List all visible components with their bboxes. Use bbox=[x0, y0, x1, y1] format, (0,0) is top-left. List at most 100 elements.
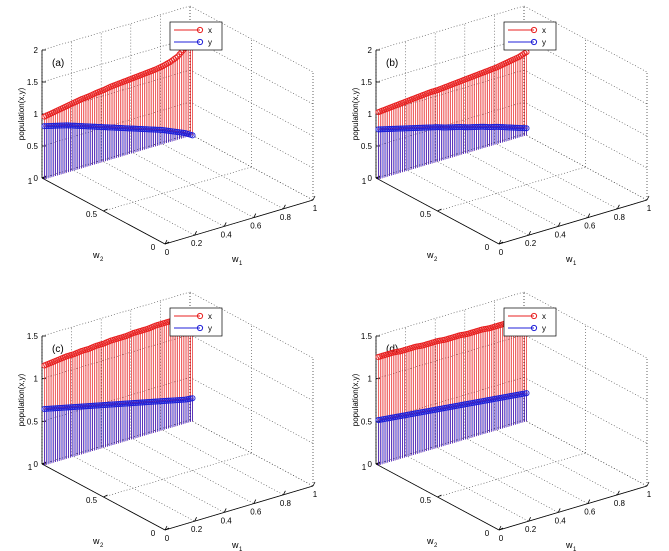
w2-axis-subscript: 2 bbox=[434, 543, 438, 549]
grid-line bbox=[464, 151, 588, 218]
w1-tick bbox=[498, 525, 502, 531]
series-y bbox=[375, 390, 530, 466]
legend-entry-y: y bbox=[542, 324, 546, 333]
w1-axis bbox=[164, 485, 314, 531]
marker-y bbox=[519, 125, 526, 132]
w2-tick bbox=[41, 175, 47, 179]
w1-tick-label: 0.6 bbox=[250, 222, 262, 231]
legend-box bbox=[503, 307, 557, 337]
w1-tick bbox=[587, 213, 591, 218]
z-tick-label: 0 bbox=[34, 460, 39, 469]
w1-tick bbox=[646, 481, 650, 487]
grid-line bbox=[375, 291, 525, 337]
grid-line bbox=[41, 291, 191, 337]
z-tick-label: 1.5 bbox=[361, 78, 373, 87]
marker-y bbox=[189, 132, 196, 139]
z-tick-label: 1.5 bbox=[27, 78, 39, 87]
z-tick-label: 0 bbox=[368, 174, 373, 183]
w2-tick-label: 0 bbox=[485, 243, 490, 252]
w1-axis-label: w bbox=[565, 254, 573, 264]
grid-line bbox=[523, 5, 648, 73]
z-tick-label: 0 bbox=[34, 174, 39, 183]
grid-line bbox=[523, 334, 648, 401]
w2-axis-subscript: 2 bbox=[100, 257, 104, 263]
w1-tick-label: 0.8 bbox=[280, 213, 292, 222]
legend-entry-y: y bbox=[208, 324, 212, 333]
w2-tick-label: 0 bbox=[151, 529, 156, 538]
w1-axis-label: w bbox=[231, 540, 239, 550]
grid-line bbox=[41, 419, 191, 465]
w1-tick-label: 1 bbox=[313, 204, 318, 213]
w2-tick bbox=[375, 461, 381, 465]
legend-marker-x bbox=[196, 26, 204, 34]
legend-marker-x bbox=[530, 26, 538, 34]
legend-marker-y bbox=[530, 324, 538, 332]
z-tick-label: 2 bbox=[368, 46, 373, 55]
w2-tick-label: 0.5 bbox=[420, 210, 432, 219]
w2-axis-label: w bbox=[92, 536, 100, 546]
w1-axis-subscript: 1 bbox=[239, 547, 243, 551]
w2-tick-label: 0.5 bbox=[86, 496, 98, 505]
z-axis-label: population(x,y) bbox=[17, 373, 26, 426]
grid-line bbox=[41, 133, 191, 179]
w1-tick bbox=[223, 508, 227, 513]
w2-tick bbox=[437, 494, 442, 498]
w1-tick bbox=[194, 517, 197, 522]
w1-tick-label: 0.8 bbox=[614, 499, 626, 508]
marker-y bbox=[523, 125, 530, 132]
marker-y bbox=[189, 395, 196, 402]
w2-tick-label: 0.5 bbox=[86, 210, 98, 219]
marker-y bbox=[523, 390, 530, 397]
w1-tick bbox=[164, 239, 168, 245]
z-axis-label: population(x,y) bbox=[351, 87, 360, 140]
legend-entry-x: x bbox=[208, 26, 212, 35]
w1-tick bbox=[164, 525, 168, 531]
z-tick-label: 0.5 bbox=[27, 417, 39, 426]
w2-tick-label: 1 bbox=[362, 177, 367, 186]
grid-line bbox=[41, 419, 191, 465]
w2-tick-label: 0 bbox=[151, 243, 156, 252]
grid-line bbox=[375, 133, 525, 179]
legend-marker-y bbox=[196, 324, 204, 332]
grid-line bbox=[41, 133, 191, 179]
w1-axis bbox=[164, 199, 314, 245]
w1-tick bbox=[283, 490, 286, 495]
grid-line bbox=[464, 437, 588, 504]
z-tick-label: 1 bbox=[34, 110, 39, 119]
w1-tick-label: 0.4 bbox=[221, 516, 233, 525]
legend-entry-y: y bbox=[208, 38, 212, 47]
w2-tick bbox=[164, 241, 170, 245]
w1-tick bbox=[587, 499, 591, 504]
grid-line bbox=[375, 133, 525, 179]
w1-tick-label: 0.6 bbox=[250, 508, 262, 517]
w2-axis-subscript: 2 bbox=[434, 257, 438, 263]
grid-line bbox=[375, 5, 525, 51]
w1-tick-label: 0.2 bbox=[191, 525, 203, 534]
marker-y bbox=[521, 125, 528, 132]
grid-line bbox=[523, 101, 648, 169]
w1-tick bbox=[557, 508, 561, 513]
w2-tick bbox=[437, 208, 442, 212]
w2-axis-label: w bbox=[426, 536, 434, 546]
w1-tick-label: 0.2 bbox=[525, 239, 537, 248]
w2-axis-label: w bbox=[426, 250, 434, 260]
w1-tick bbox=[194, 231, 197, 236]
w1-tick-label: 0.4 bbox=[221, 230, 233, 239]
grid-line bbox=[375, 101, 525, 147]
w1-tick bbox=[223, 222, 227, 227]
grid-line bbox=[101, 160, 225, 227]
z-tick-label: 1 bbox=[34, 375, 39, 384]
legend-box bbox=[503, 21, 557, 51]
legend-marker-x bbox=[530, 312, 538, 320]
panel-label: (a) bbox=[52, 58, 64, 69]
w1-tick-label: 0.6 bbox=[584, 508, 596, 517]
w2-tick-label: 1 bbox=[28, 177, 33, 186]
w1-tick bbox=[498, 239, 502, 245]
series-y bbox=[375, 123, 530, 180]
legend-entry-x: x bbox=[542, 26, 546, 35]
w1-tick bbox=[312, 481, 316, 487]
w2-tick bbox=[41, 461, 47, 465]
w1-tick-label: 1 bbox=[313, 490, 318, 499]
